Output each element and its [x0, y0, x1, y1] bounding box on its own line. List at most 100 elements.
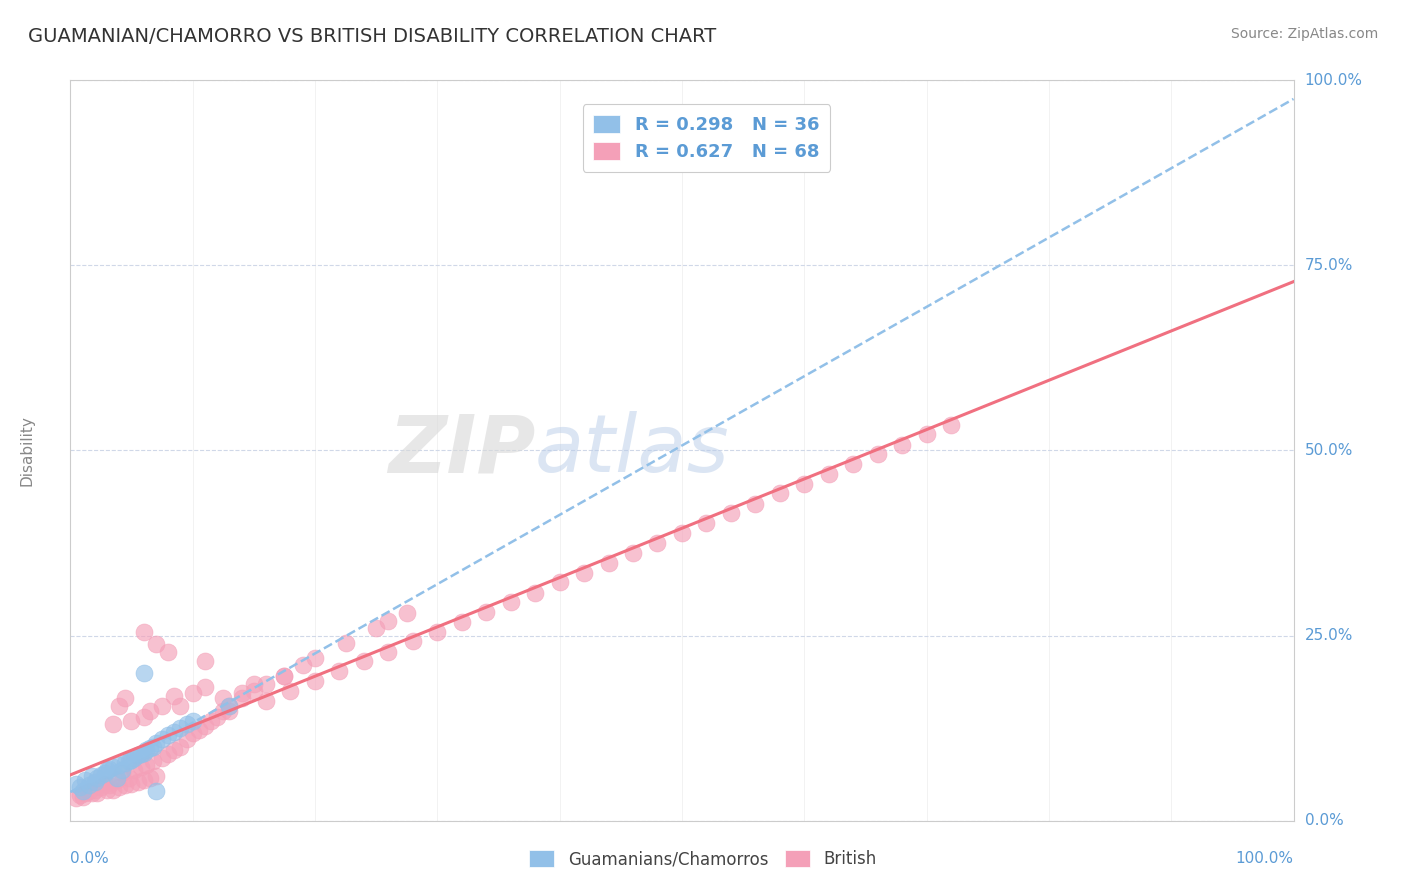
Point	[69, 788, 91, 802]
Point	[273, 669, 295, 683]
Point	[90, 768, 112, 782]
Point	[169, 739, 191, 754]
Point	[793, 476, 815, 491]
Point	[105, 772, 128, 787]
Point	[866, 447, 889, 461]
Point	[118, 771, 141, 785]
Point	[212, 691, 235, 706]
Point	[548, 575, 571, 590]
Point	[169, 721, 191, 735]
Point	[524, 585, 547, 599]
Point	[243, 676, 266, 690]
Point	[93, 776, 115, 791]
Point	[142, 739, 165, 754]
Point	[200, 714, 222, 728]
Text: ZIP: ZIP	[388, 411, 536, 490]
Point	[218, 704, 240, 718]
Point	[101, 782, 124, 797]
Point	[108, 698, 131, 713]
Point	[121, 776, 143, 791]
Point	[145, 736, 167, 750]
Point	[205, 710, 228, 724]
Point	[108, 758, 131, 772]
Point	[132, 665, 155, 680]
Text: 25.0%: 25.0%	[1305, 628, 1353, 643]
Point	[145, 637, 167, 651]
Point	[915, 427, 938, 442]
Point	[194, 719, 217, 733]
Point	[72, 784, 94, 798]
Point	[129, 747, 152, 761]
Point	[86, 785, 108, 799]
Text: GUAMANIAN/CHAMORRO VS BRITISH DISABILITY CORRELATION CHART: GUAMANIAN/CHAMORRO VS BRITISH DISABILITY…	[28, 27, 717, 45]
Point	[304, 650, 326, 665]
Point	[139, 771, 162, 785]
Point	[132, 624, 155, 639]
Point	[127, 748, 149, 763]
Point	[122, 764, 145, 778]
Point	[377, 645, 399, 659]
Point	[96, 782, 118, 797]
Point	[86, 771, 108, 785]
Point	[499, 595, 522, 609]
Text: 50.0%: 50.0%	[1305, 443, 1353, 458]
Point	[817, 467, 839, 482]
Point	[96, 764, 118, 778]
Point	[328, 664, 350, 678]
Point	[273, 669, 295, 683]
Point	[163, 743, 186, 757]
Point	[129, 760, 152, 774]
Point	[114, 778, 136, 792]
Point	[769, 486, 792, 500]
Point	[169, 698, 191, 713]
Point	[121, 714, 143, 728]
Point	[163, 690, 186, 704]
Point	[176, 732, 198, 747]
Point	[65, 776, 87, 791]
Point	[231, 691, 253, 706]
Point	[132, 710, 155, 724]
Point	[304, 674, 326, 689]
Point	[83, 775, 105, 789]
Point	[243, 684, 266, 698]
Point	[744, 497, 766, 511]
Point	[450, 615, 472, 630]
Text: 100.0%: 100.0%	[1236, 851, 1294, 866]
Point	[105, 771, 128, 785]
Text: 75.0%: 75.0%	[1305, 258, 1353, 273]
Point	[426, 624, 449, 639]
Point	[111, 764, 134, 778]
Point	[145, 784, 167, 798]
Point	[77, 778, 100, 792]
Point	[150, 750, 173, 764]
Point	[77, 784, 100, 798]
Point	[280, 684, 302, 698]
Point	[842, 457, 865, 471]
Point	[939, 417, 962, 432]
Point	[402, 634, 425, 648]
Point	[73, 785, 96, 799]
Point	[82, 769, 104, 783]
Point	[572, 566, 595, 580]
Point	[157, 729, 180, 743]
Point	[395, 607, 418, 621]
Point	[114, 691, 136, 706]
Point	[142, 755, 165, 769]
Point	[135, 743, 157, 757]
Point	[145, 769, 167, 783]
Point	[98, 778, 121, 792]
Legend: Guamanians/Chamorros, British: Guamanians/Chamorros, British	[523, 843, 883, 875]
Point	[72, 789, 94, 804]
Point	[132, 772, 155, 787]
Point	[598, 556, 620, 570]
Point	[90, 780, 112, 795]
Text: Disability: Disability	[20, 415, 35, 486]
Point	[82, 785, 104, 799]
Point	[181, 726, 204, 740]
Point	[139, 741, 162, 756]
Point	[254, 694, 277, 708]
Point	[150, 698, 173, 713]
Point	[118, 755, 141, 769]
Point	[366, 621, 388, 635]
Point	[377, 614, 399, 628]
